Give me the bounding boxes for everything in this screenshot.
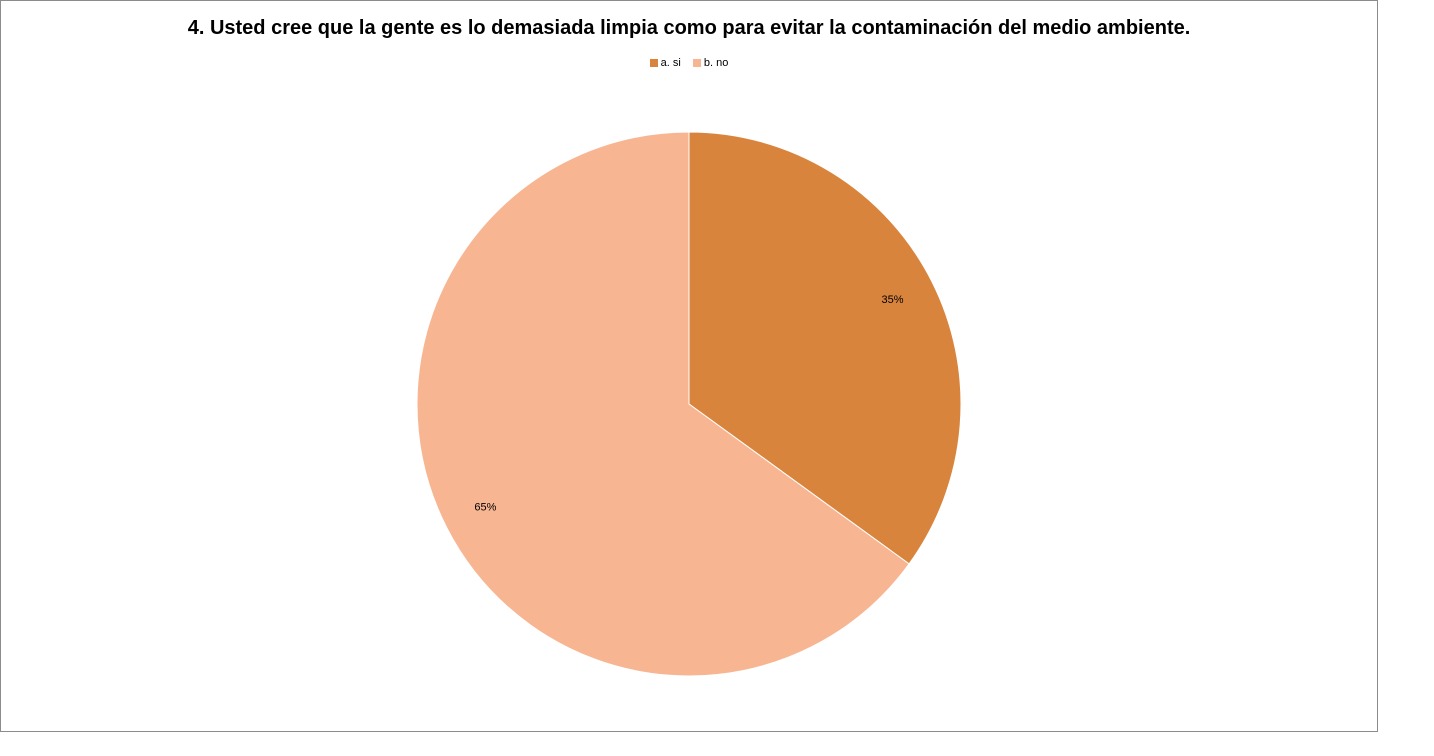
legend-item-no: b. no <box>692 57 729 69</box>
chart-title: 4. Usted cree que la gente es lo demasia… <box>187 17 1191 39</box>
pie-slice-si <box>688 131 962 565</box>
data-label-si: 35% <box>882 294 904 306</box>
legend-swatch-no <box>692 59 701 67</box>
legend: a. si b. no <box>1 57 1377 69</box>
chart-frame: 4. Usted cree que la gente es lo demasia… <box>0 0 1378 732</box>
legend-swatch-si <box>649 59 658 67</box>
data-label-no: 65% <box>474 502 496 514</box>
pie-slice-no <box>416 131 910 677</box>
legend-label-no: b. no <box>703 57 729 69</box>
legend-item-si: a. si <box>649 57 681 69</box>
pie-chart: 35% 65% <box>416 131 962 677</box>
legend-label-si: a. si <box>660 57 681 69</box>
